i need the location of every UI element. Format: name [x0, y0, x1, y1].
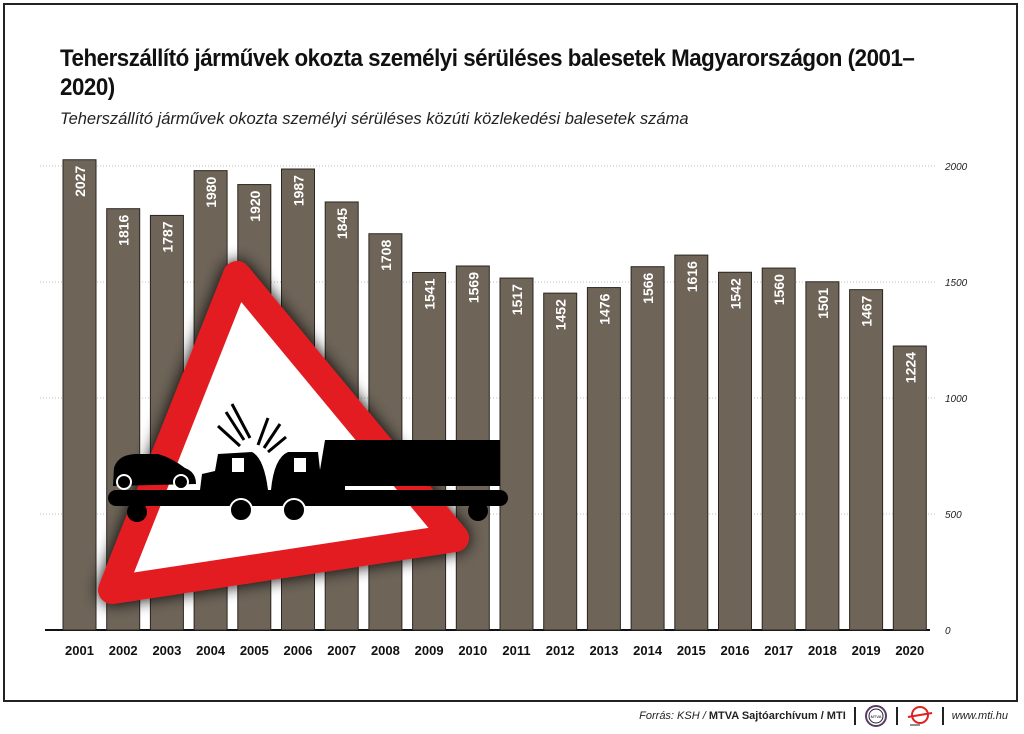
x-tick-label: 2001: [65, 643, 94, 658]
bar-value-label: 1616: [684, 261, 700, 292]
website-url: www.mti.hu: [951, 710, 1008, 722]
x-tick-label: 2010: [458, 643, 487, 658]
bar-value-label: 1224: [902, 352, 918, 383]
bar-value-label: 2027: [72, 166, 88, 197]
mtva-logo-icon: MTVA: [864, 705, 887, 727]
bar-value-label: 1501: [815, 288, 831, 319]
bar: [62, 159, 97, 631]
bar: [543, 292, 578, 631]
mti-logo-icon: [907, 706, 932, 726]
bar: [892, 345, 927, 631]
frame-border: [3, 3, 1018, 702]
bar: [674, 254, 709, 631]
separator: [853, 707, 856, 725]
x-tick-label: 2016: [721, 643, 750, 658]
x-tick-label: 2018: [808, 643, 837, 658]
y-tick-label: 2000: [944, 162, 968, 173]
impact-line: [230, 403, 252, 439]
x-tick-label: 2002: [109, 643, 138, 658]
source-bold: MTVA Sajtóarchívum / MTI: [708, 710, 846, 722]
x-tick-label: 2014: [633, 643, 663, 658]
bar: [761, 267, 796, 631]
y-tick-label: 0: [945, 626, 951, 637]
chart-subtitle: Teherszállító járművek okozta személyi s…: [60, 110, 689, 128]
x-tick-label: 2003: [152, 643, 181, 658]
truck-right-icon: [271, 440, 500, 490]
window: [232, 458, 244, 472]
chart-title: Teherszállító járművek okozta személyi s…: [60, 45, 915, 101]
wheel: [127, 502, 147, 522]
x-tick-label: 2011: [502, 643, 530, 658]
x-tick-label: 2017: [764, 643, 793, 658]
impact-line: [224, 411, 246, 441]
x-tick-label: 2005: [240, 643, 269, 658]
bar-value-label: 1569: [465, 272, 481, 303]
bar-value-label: 1517: [509, 284, 525, 315]
car-wheel: [173, 474, 189, 490]
bar: [586, 287, 621, 631]
source-prefix: Forrás: KSH /: [639, 710, 709, 722]
bar-chart: 0 500 1000 1500 2000 2027 2001 1816 2002 1787 2003…: [40, 159, 968, 658]
bar-value-label: 1566: [640, 272, 656, 303]
y-tick-label: 1000: [945, 394, 968, 405]
bar-value-label: 1845: [334, 208, 350, 239]
bar-value-label: 1476: [596, 293, 612, 324]
impact-line: [267, 435, 287, 454]
bar-value-label: 1541: [422, 278, 438, 309]
bar-value-label: 1560: [771, 274, 787, 305]
bar-value-label: 1708: [378, 240, 394, 271]
wheel: [282, 498, 306, 522]
x-tick-label: 2008: [371, 643, 400, 658]
x-tick-label: 2006: [284, 643, 313, 658]
x-tick-label: 2015: [677, 643, 706, 658]
x-tick-label: 2020: [895, 643, 924, 658]
wheel: [229, 498, 253, 522]
bar: [499, 277, 534, 631]
impact-line: [262, 423, 282, 449]
source-text: Forrás: KSH / MTVA Sajtóarchívum / MTI: [639, 710, 846, 722]
x-tick-label: 2012: [546, 643, 575, 658]
bar-value-label: 1467: [859, 295, 875, 326]
x-tick-label: 2004: [196, 643, 226, 658]
road-bar: [108, 490, 508, 506]
y-tick-label: 1500: [945, 278, 968, 289]
bar-value-label: 1452: [553, 299, 569, 330]
bar: [630, 266, 665, 631]
bar-value-label: 1542: [728, 278, 744, 309]
x-tick-label: 2007: [327, 643, 356, 658]
bar: [805, 281, 840, 631]
impact-line: [256, 417, 270, 446]
bar-value-label: 1787: [159, 221, 175, 252]
bar-value-label: 1980: [203, 176, 219, 207]
separator: [941, 707, 944, 725]
car-wheel: [116, 474, 132, 490]
bar-value-label: 1987: [291, 175, 307, 206]
bar-value-label: 1920: [247, 190, 263, 221]
window: [294, 458, 306, 472]
bar: [718, 271, 752, 631]
bar-value-label: 1816: [116, 214, 132, 245]
y-tick-label: 500: [945, 510, 962, 521]
bar: [849, 289, 884, 631]
warning-triangle: [98, 261, 469, 604]
x-tick-label: 2013: [589, 643, 618, 658]
x-tick-label: 2019: [852, 643, 881, 658]
impact-line: [216, 424, 242, 448]
svg-text:MTVA: MTVA: [870, 714, 881, 719]
warning-sign-illustration: [98, 261, 508, 604]
footer: Forrás: KSH / MTVA Sajtóarchívum / MTI M…: [639, 705, 1008, 727]
x-tick-label: 2009: [415, 643, 444, 658]
wheel: [468, 501, 488, 521]
separator: [895, 707, 898, 725]
